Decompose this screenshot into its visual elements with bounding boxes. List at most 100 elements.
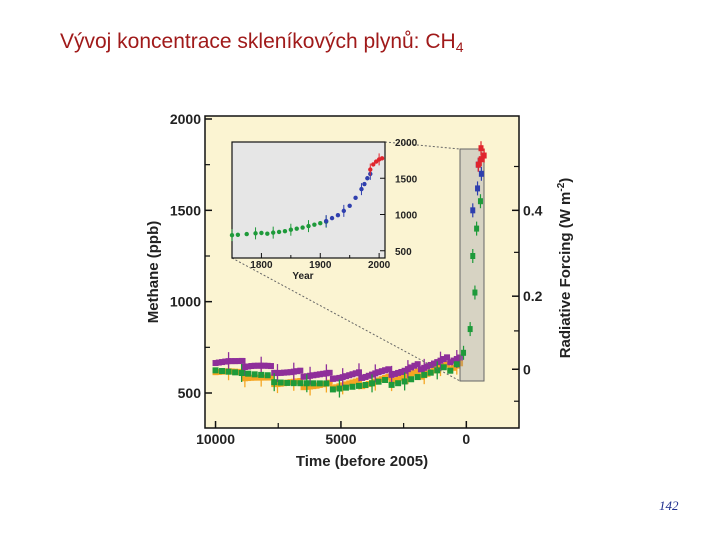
main-series-marker	[261, 362, 268, 369]
main-series-marker	[254, 374, 261, 381]
main-series-marker	[444, 354, 451, 361]
main-series-marker	[251, 371, 258, 378]
y2-tick-label: 0.4	[523, 202, 543, 218]
main-series-marker	[219, 359, 226, 366]
main-series-marker	[342, 384, 349, 391]
main-series-marker	[219, 368, 226, 375]
main-series-marker	[323, 380, 330, 387]
main-series-marker	[408, 364, 415, 371]
inset-series-marker	[294, 226, 299, 231]
y-axis-title: Methane (ppb)	[145, 221, 162, 324]
main-series-marker	[424, 370, 431, 377]
inset-series-marker	[265, 231, 270, 236]
main-series-marker	[290, 380, 297, 387]
main-series-marker	[401, 367, 408, 374]
y-axis-left: 2000 1500 1000 500	[170, 111, 212, 401]
main-series-marker	[375, 369, 382, 376]
main-series-marker	[398, 368, 405, 375]
inset-series-marker	[276, 229, 282, 235]
inset-series-marker	[282, 228, 288, 234]
main-series-marker	[385, 373, 392, 380]
main-series-marker	[222, 358, 229, 365]
inset-series-marker	[353, 195, 358, 201]
main-series-marker	[349, 379, 356, 386]
y2-tick-label: 0	[523, 361, 531, 377]
inset-series-marker	[312, 222, 317, 227]
y-tick-label: 1500	[170, 202, 201, 218]
main-series-marker	[287, 379, 294, 386]
main-series-marker	[261, 374, 268, 381]
zoom-connector-top	[384, 141, 461, 150]
main-series-marker	[342, 373, 349, 380]
main-series-marker	[235, 358, 242, 365]
main-series-marker	[352, 378, 359, 385]
main-series-marker	[346, 372, 353, 379]
main-series-marker	[222, 368, 229, 375]
y2-axis-title: Radiative Forcing (W m-2)	[556, 178, 574, 359]
main-series-marker	[391, 370, 398, 377]
inset-y-tick-label: 1500	[395, 174, 418, 185]
x-tick-label: 5000	[325, 431, 356, 447]
main-series-marker	[281, 369, 288, 376]
main-series-marker	[264, 362, 271, 369]
main-series-marker	[440, 356, 447, 363]
main-series-marker	[395, 369, 402, 376]
main-series-marker	[385, 366, 392, 373]
main-series-marker	[320, 381, 327, 388]
main-series-marker	[427, 369, 434, 376]
main-series-marker	[251, 362, 258, 369]
main-series-marker	[333, 375, 340, 382]
main-series-marker	[277, 379, 284, 386]
main-series-marker	[225, 368, 232, 375]
main-series-marker	[267, 363, 274, 370]
main-series-marker	[287, 369, 294, 376]
main-series-marker	[414, 368, 421, 375]
main-series-marker	[378, 368, 385, 375]
inset-series-marker	[347, 203, 352, 208]
recent-series-layer	[461, 141, 487, 360]
x-tick-label: 10000	[196, 431, 235, 447]
inset-series-marker	[300, 225, 305, 230]
main-series-marker	[408, 371, 415, 378]
main-series-marker	[297, 367, 304, 374]
main-series-marker	[447, 367, 454, 374]
main-series-marker	[294, 378, 301, 385]
y-tick-label: 500	[178, 385, 202, 401]
main-series-marker	[215, 359, 222, 366]
inset-series-marker	[244, 231, 249, 237]
main-series-marker	[388, 381, 395, 388]
inset-x-axis-title: Year	[292, 271, 313, 282]
inset-series-marker	[318, 221, 323, 226]
main-series-marker	[444, 361, 451, 368]
main-series-marker	[238, 357, 245, 364]
main-series-marker	[395, 376, 402, 383]
inset-series-marker	[329, 215, 335, 221]
main-series-marker	[297, 380, 304, 387]
main-series-marker	[245, 375, 252, 382]
page-number: 142	[659, 498, 679, 513]
main-series-marker	[453, 361, 460, 368]
main-series-marker	[313, 382, 320, 389]
main-series-marker	[281, 380, 288, 387]
main-series-marker	[349, 383, 356, 390]
main-series-marker	[365, 381, 372, 388]
main-series-marker	[300, 384, 307, 391]
main-series-marker	[316, 380, 323, 387]
x-axis-title: Time (before 2005)	[296, 453, 428, 470]
main-series-marker	[346, 380, 353, 387]
main-series-marker	[212, 360, 219, 367]
inset-series-marker	[379, 156, 385, 161]
inset-x-tick-label: 1800	[250, 260, 273, 271]
main-series-marker	[342, 381, 349, 388]
slide-title-main: Vývoj koncentrace skleníkových plynů: CH	[60, 30, 456, 53]
main-series-marker	[294, 368, 301, 375]
main-series-marker	[398, 374, 405, 381]
main-series-marker	[336, 374, 343, 381]
main-series-marker	[310, 380, 317, 387]
main-series-marker	[391, 377, 398, 384]
main-series-marker	[382, 376, 389, 383]
y-axis-right: 0.4 0.2 0	[512, 165, 543, 402]
main-series-marker	[248, 363, 255, 370]
main-series-marker	[411, 362, 418, 369]
